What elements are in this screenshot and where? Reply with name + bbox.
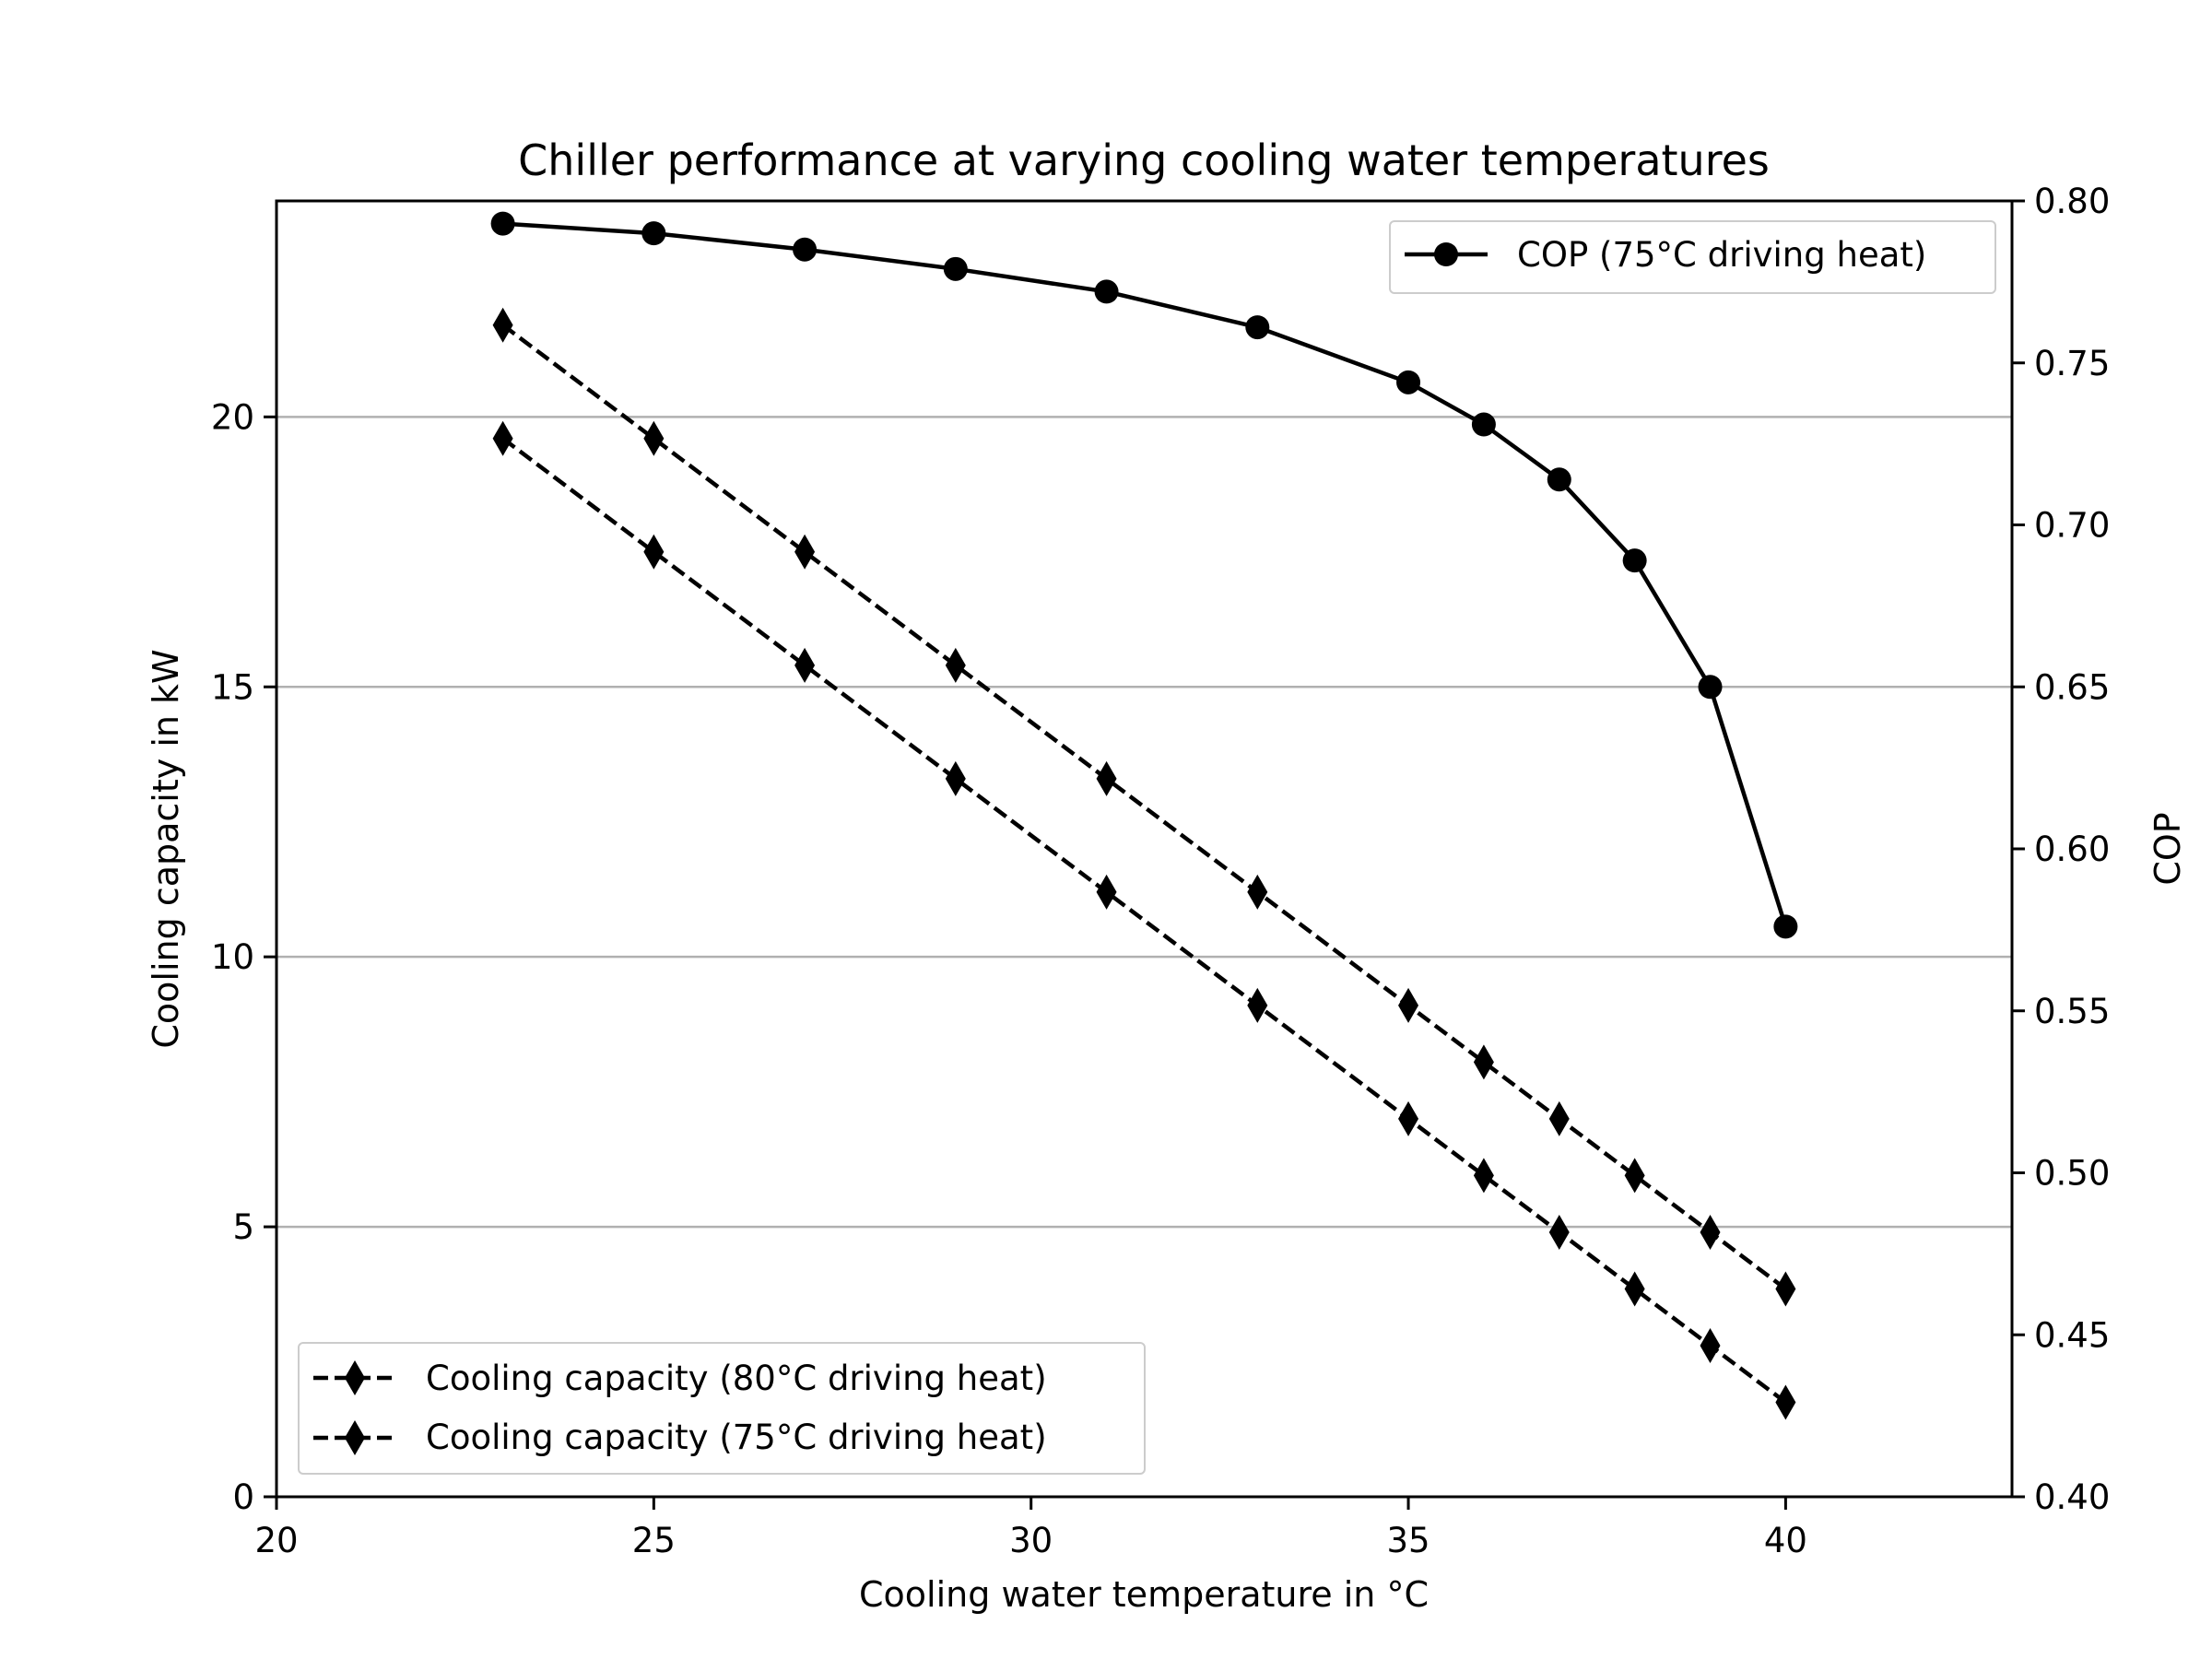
data-point-capacity-75 (1775, 1384, 1796, 1420)
data-point-cop (943, 256, 968, 281)
data-point-cop (793, 237, 818, 262)
data-point-capacity-75 (1473, 1158, 1494, 1194)
data-point-capacity-75 (1624, 1271, 1645, 1307)
data-point-cop (490, 211, 515, 236)
legend-cop: COP (75°C driving heat) (1389, 220, 1996, 294)
data-point-cop (1396, 370, 1421, 394)
legend-cop-label: COP (75°C driving heat) (1517, 235, 1926, 275)
y-right-tick-label: 0.50 (2034, 1154, 2110, 1194)
data-point-capacity-75 (1398, 1100, 1419, 1136)
data-point-capacity-80 (794, 534, 816, 570)
series-line-capacity-80 (501, 323, 1787, 1291)
y-left-tick-label: 0 (232, 1477, 254, 1517)
y-right-tick-label: 0.55 (2034, 992, 2110, 1031)
y-left-tick-label: 15 (211, 667, 254, 707)
legend-capacity-75-marker (345, 1420, 365, 1455)
data-point-capacity-75 (492, 420, 513, 456)
data-point-capacity-75 (945, 760, 966, 796)
data-point-capacity-80 (643, 420, 665, 456)
x-tick-label: 35 (1386, 1521, 1430, 1560)
data-point-capacity-75 (1096, 874, 1117, 910)
data-point-capacity-80 (1700, 1214, 1721, 1250)
y-right-tick-label: 0.75 (2034, 344, 2110, 383)
y-right-tick-label: 0.80 (2034, 182, 2110, 221)
data-point-capacity-75 (1548, 1214, 1570, 1250)
y-axis-right: 0.40 0.45 0.50 0.55 0.60 0.65 0.70 0.75 0.80 (2012, 182, 2110, 1517)
data-point-capacity-80 (1624, 1158, 1645, 1194)
y-right-tick-label: 0.45 (2034, 1315, 2110, 1355)
legend-capacity-box (298, 1342, 1146, 1475)
data-point-cop (1698, 675, 1723, 700)
y-right-tick-label: 0.70 (2034, 506, 2110, 546)
x-tick-label: 20 (254, 1521, 298, 1560)
data-point-capacity-75 (643, 534, 665, 570)
plot-area (275, 199, 2014, 1499)
y-axis-left: 0 5 10 15 20 (211, 397, 276, 1517)
y-left-tick-label: 20 (211, 397, 254, 437)
data-point-capacity-80 (945, 647, 966, 683)
y-right-tick-label: 0.65 (2034, 667, 2110, 707)
data-point-capacity-80 (1473, 1044, 1494, 1080)
data-point-capacity-80 (1775, 1271, 1796, 1307)
x-axis: 20 25 30 35 40 (254, 1497, 1807, 1560)
grid-lines (276, 416, 2012, 1229)
x-axis-label: Cooling water temperature in °C (859, 1574, 1429, 1615)
x-tick-label: 30 (1009, 1521, 1053, 1560)
data-point-capacity-80 (1548, 1100, 1570, 1136)
x-tick-label: 25 (632, 1521, 676, 1560)
y-right-tick-label: 0.60 (2034, 830, 2110, 869)
y-axis-right-label: COP (2147, 812, 2188, 885)
legend-capacity-80-marker (345, 1360, 365, 1395)
plot-frame (275, 199, 2014, 1499)
data-point-cop (1622, 548, 1647, 573)
legend-capacity: Cooling capacity (80°C driving heat) Coo… (298, 1342, 1146, 1475)
data-point-capacity-80 (492, 307, 513, 343)
x-tick-label: 40 (1764, 1521, 1807, 1560)
legend-cop-marker (1434, 242, 1458, 266)
data-point-cop (1245, 315, 1270, 340)
data-point-capacity-80 (1096, 760, 1117, 796)
y-axis-left-label: Cooling capacity in kW (146, 649, 186, 1048)
legend-cop-box (1389, 220, 1996, 294)
series-line-capacity-75 (501, 436, 1787, 1405)
data-point-capacity-75 (1700, 1327, 1721, 1363)
y-left-tick-label: 5 (232, 1207, 254, 1247)
data-point-cop (1547, 467, 1571, 492)
legend-capacity-75-label: Cooling capacity (75°C driving heat) (426, 1418, 1047, 1457)
y-left-tick-label: 10 (211, 937, 254, 977)
data-point-cop (641, 221, 666, 246)
data-point-capacity-75 (794, 647, 816, 683)
data-point-cop (1471, 412, 1496, 437)
data-point-cop (1773, 914, 1798, 939)
chart-title: Chiller performance at varying cooling w… (518, 135, 1770, 185)
y-right-tick-label: 0.40 (2034, 1477, 2110, 1517)
legend-capacity-80-label: Cooling capacity (80°C driving heat) (426, 1359, 1047, 1398)
data-point-capacity-80 (1247, 874, 1268, 910)
data-point-capacity-80 (1398, 987, 1419, 1023)
series-line-cop (502, 221, 1788, 928)
data-point-capacity-75 (1247, 987, 1268, 1023)
data-point-cop (1094, 279, 1119, 304)
series-layer (490, 211, 1798, 1420)
